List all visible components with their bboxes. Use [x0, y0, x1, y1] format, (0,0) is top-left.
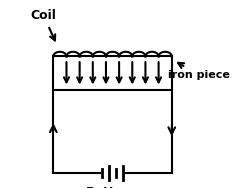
Text: iron piece: iron piece — [168, 63, 230, 80]
Text: Coil: Coil — [31, 9, 57, 40]
Text: Battery: Battery — [86, 186, 139, 188]
Bar — [53, 56, 172, 90]
